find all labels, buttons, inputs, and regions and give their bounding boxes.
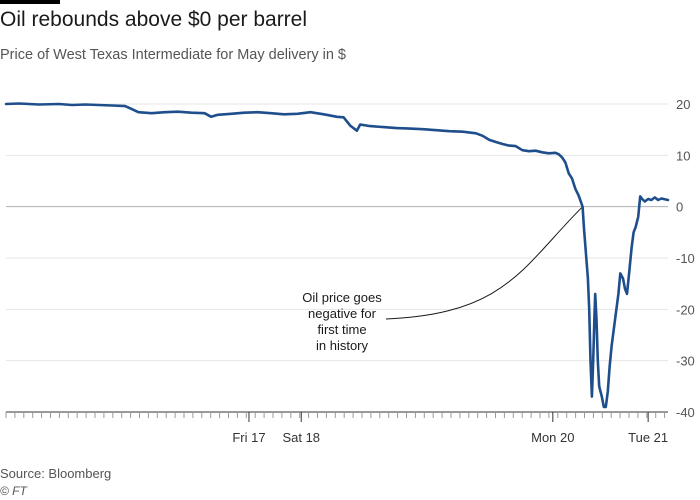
series-line-wti-price [4, 102, 670, 409]
chart-title: Oil rebounds above $0 per barrel [0, 8, 308, 31]
ft-credit: © FT [0, 484, 27, 498]
y-tick-label: -10 [676, 251, 695, 266]
y-axis-labels: 20 10 0 -10 -20 -30 -40 [676, 97, 695, 420]
x-tick-label: Sat 18 [282, 430, 320, 445]
annotation-text-line: first time [317, 322, 366, 337]
x-tick-label: Tue 21 [628, 430, 668, 445]
y-tick-label: -30 [676, 354, 695, 369]
y-tick-label: -40 [676, 405, 695, 420]
annotation-text-line: Oil price goes [302, 290, 382, 305]
ft-top-bar [0, 0, 60, 4]
grid-layer [6, 103, 668, 413]
annotation-text-line: negative for [308, 306, 377, 321]
y-tick-label: 10 [676, 148, 690, 163]
y-tick-label: 20 [676, 97, 690, 112]
x-tick-label: Mon 20 [531, 430, 574, 445]
source-note: Source: Bloomberg [0, 466, 112, 481]
y-tick-label: -20 [676, 302, 695, 317]
annotation-leader-line [385, 206, 583, 320]
y-tick-label: 0 [676, 200, 683, 215]
x-tick-label: Fri 17 [232, 430, 265, 445]
annotation-text-line: in history [316, 338, 369, 353]
series-layer [4, 102, 670, 409]
x-axis: Fri 17 Sat 18 Mon 20 Tue 21 [5, 411, 668, 445]
chart-subtitle: Price of West Texas Intermediate for May… [0, 47, 346, 63]
